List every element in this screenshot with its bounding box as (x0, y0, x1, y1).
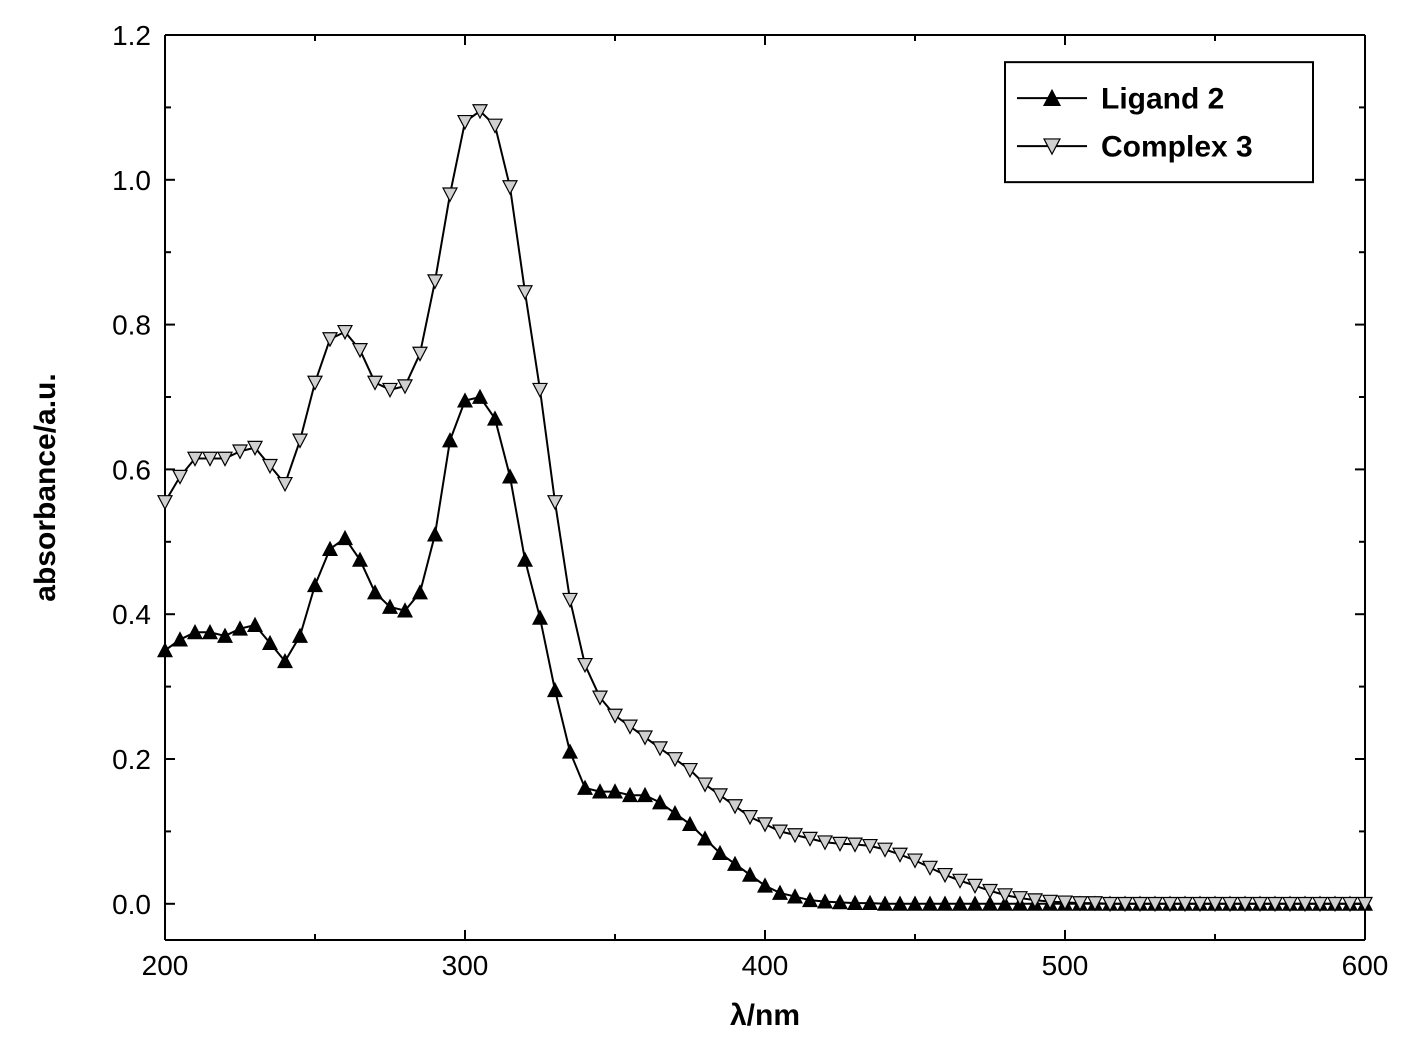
y-axis-label: absorbance/a.u. (29, 373, 62, 601)
legend-label: Ligand 2 (1101, 83, 1224, 116)
x-tick-label: 300 (442, 950, 489, 981)
y-tick-label: 0.6 (112, 454, 151, 485)
y-tick-label: 0.4 (112, 599, 151, 630)
legend-label: Complex 3 (1101, 131, 1253, 164)
x-tick-label: 600 (1342, 950, 1389, 981)
chart-svg: 200 300 400 500 600 0.0 0.2 0.4 0.6 0.8 1.0 1.2 λ/nm… (0, 0, 1405, 1064)
absorbance-chart: 200 300 400 500 600 0.0 0.2 0.4 0.6 0.8 1.0 1.2 λ/nm… (0, 0, 1405, 1064)
y-tick-label: 0.8 (112, 310, 151, 341)
x-tick-label: 200 (142, 950, 189, 981)
y-tick-label: 1.2 (112, 20, 151, 51)
y-tick-label: 1.0 (112, 165, 151, 196)
legend: Ligand 2 Complex 3 (1005, 62, 1313, 182)
x-axis-label: λ/nm (730, 999, 800, 1032)
y-tick-label: 0.2 (112, 744, 151, 775)
x-tick-label: 500 (1042, 950, 1089, 981)
y-tick-label: 0.0 (112, 889, 151, 920)
x-tick-label: 400 (742, 950, 789, 981)
